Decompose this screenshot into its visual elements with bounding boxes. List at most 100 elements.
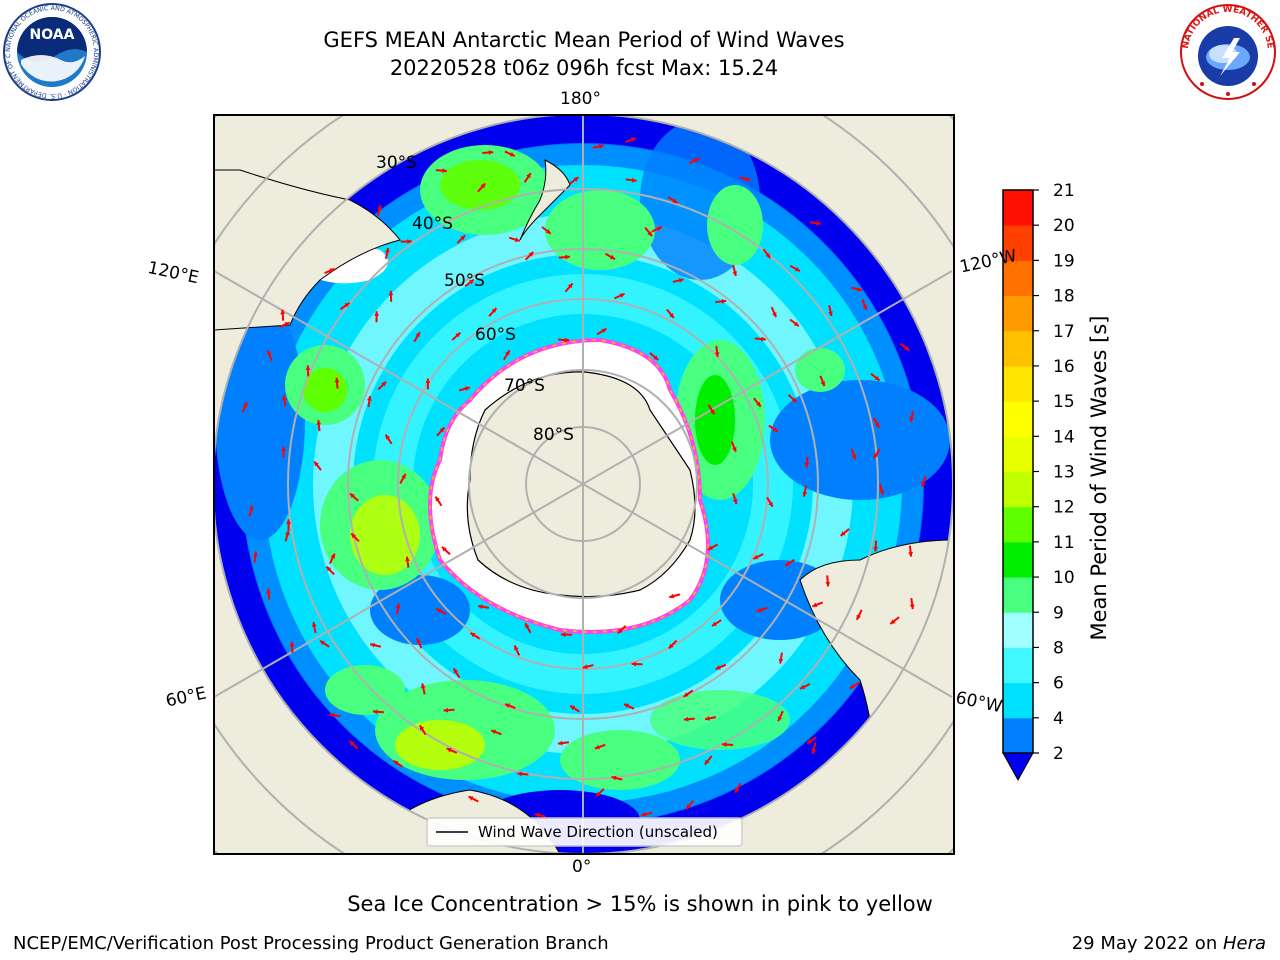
- colorbar-tick-label: 9: [1053, 603, 1064, 623]
- wind-arrow-head: [753, 554, 759, 560]
- wind-arrow-head: [879, 489, 884, 495]
- wind-arrow-head: [407, 239, 412, 244]
- wind-arrow-head: [565, 254, 570, 260]
- wind-arrow-head: [647, 231, 653, 237]
- wind-arrow-head: [415, 332, 420, 338]
- wind-arrow-head: [560, 632, 566, 637]
- noaa-logo-text: NOAA: [30, 27, 75, 43]
- colorbar-tick-label: 13: [1053, 463, 1075, 483]
- wind-arrow-head: [416, 638, 421, 644]
- lat-label-60s: 60°S: [475, 325, 516, 345]
- colorbar: 2 4 6 8 9 10 11 12 13 14 15 16 17 18 19 20 21: [1002, 181, 1075, 782]
- chart-title: GEFS MEAN Antarctic Mean Period of Wind …: [323, 28, 845, 52]
- wind-arrow-head: [582, 664, 588, 669]
- colorbar-tick-label: 2: [1053, 744, 1064, 764]
- wind-arrow-head: [707, 545, 713, 550]
- wind-arrow-head: [564, 337, 570, 343]
- colorbar-tick-label: 12: [1053, 498, 1075, 518]
- map-frame: [213, 114, 955, 855]
- wind-arrow-head: [311, 622, 317, 627]
- wind-arrow-head: [252, 551, 258, 557]
- wind-arrow-head: [694, 158, 700, 163]
- wind-arrow-head: [862, 304, 867, 310]
- wind-arrow-head: [505, 703, 511, 708]
- wind-arrow-head: [873, 453, 879, 459]
- wind-arrow-head: [772, 312, 777, 318]
- colorbar-segment: [1003, 577, 1033, 613]
- wind-arrow-head: [617, 628, 623, 634]
- map-legend: Wind Wave Direction (unscaled): [426, 817, 743, 847]
- colorbar-segment: [1003, 190, 1033, 226]
- wind-arrow-head: [641, 812, 647, 817]
- wind-arrow-head: [289, 641, 295, 647]
- wind-arrow-head: [849, 684, 855, 689]
- wind-arrow-head: [419, 725, 425, 731]
- wind-arrow-head: [715, 665, 721, 670]
- wind-arrow-head: [812, 602, 818, 608]
- colorbar-segment: [1003, 647, 1033, 684]
- wind-arrow-head: [557, 740, 563, 746]
- wind-arrow-head: [761, 336, 766, 342]
- wind-arrow-head: [372, 709, 378, 715]
- wind-arrow-head: [395, 603, 401, 609]
- wind-arrow-head: [455, 332, 461, 338]
- wind-arrow-head: [840, 531, 846, 536]
- wind-arrow-head: [478, 604, 483, 610]
- wind-arrow-head: [282, 395, 287, 401]
- wind-arrow-head: [349, 493, 355, 499]
- wind-arrow-head: [804, 462, 810, 468]
- colorbar-segment: [1003, 295, 1033, 332]
- wind-arrow-head: [286, 519, 291, 524]
- colorbar-tick-label: 4: [1053, 709, 1064, 729]
- wind-arrow-head: [351, 533, 357, 539]
- wind-arrow-head: [505, 350, 510, 356]
- wind-arrow-head: [330, 553, 335, 559]
- wind-arrow-head: [807, 738, 813, 744]
- lat-label-70s: 70°S: [504, 376, 545, 396]
- wind-arrow-head: [305, 365, 311, 370]
- wind-arrow-head: [669, 593, 675, 599]
- wind-arrow-head: [683, 692, 689, 697]
- wind-arrow-head: [825, 581, 831, 587]
- wind-arrow-head: [393, 760, 399, 766]
- colorbar-segment: [1003, 365, 1033, 402]
- wind-arrow-head: [732, 271, 738, 277]
- wind-arrow-head: [567, 283, 573, 289]
- wind-arrow-head: [329, 712, 335, 718]
- wind-arrow-head: [857, 286, 863, 292]
- credit-text: NCEP/EMC/Verification Post Processing Pr…: [13, 933, 609, 954]
- wind-arrow-head: [631, 177, 637, 183]
- colorbar-tick-label: 18: [1053, 287, 1075, 307]
- wind-arrow-head: [856, 614, 861, 620]
- wind-arrow-head: [314, 461, 319, 467]
- wind-arrow-head: [443, 707, 449, 713]
- wind-arrow-head: [285, 530, 290, 536]
- wind-arrow-head: [384, 247, 390, 253]
- wind-arrow-head: [732, 446, 737, 452]
- lat-label-40s: 40°S: [412, 214, 453, 234]
- wind-arrow-head: [470, 632, 476, 638]
- wind-arrow-head: [756, 607, 762, 613]
- colorbar-tick-label: 10: [1053, 568, 1075, 588]
- wind-arrow-head: [778, 658, 784, 664]
- colorbar-tick-label: 14: [1053, 427, 1075, 447]
- wind-arrow-head: [319, 640, 325, 646]
- wind-arrow-head: [377, 205, 382, 211]
- wind-arrow-head: [280, 309, 286, 315]
- colorbar-tick-label: 6: [1053, 674, 1064, 694]
- wind-arrow-head: [460, 235, 466, 241]
- wind-arrow-head: [800, 684, 806, 690]
- wind-arrow-head: [791, 397, 797, 403]
- wind-arrow-head: [514, 237, 520, 242]
- colorbar-tick-label: 20: [1053, 216, 1075, 236]
- wind-arrow-head: [367, 396, 372, 401]
- wind-arrow-head: [534, 812, 540, 818]
- colorbar-label: Mean Period of Wind Waves [s]: [1087, 316, 1111, 641]
- wind-arrow-head: [316, 420, 322, 425]
- wind-arrow-head: [768, 501, 773, 507]
- wind-arrow-head: [704, 759, 710, 765]
- colorbar-tick-label: 19: [1053, 251, 1075, 271]
- wind-arrow-head: [446, 748, 452, 753]
- wind-arrow-head: [714, 352, 720, 357]
- wind-arrow-head: [425, 378, 431, 383]
